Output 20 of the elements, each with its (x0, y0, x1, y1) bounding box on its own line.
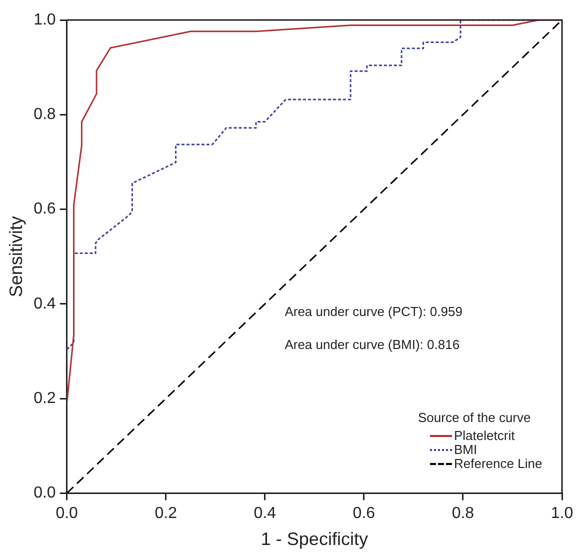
y-tick-label: 0.8 (34, 106, 56, 124)
x-axis-title: 1 - Specificity (260, 529, 368, 550)
y-tick-label: 1.0 (34, 11, 56, 28)
y-axis-title: Sensitivity (6, 216, 26, 298)
annotation: Area under curve (BMI): 0.816 (284, 337, 460, 352)
legend-label: Plateletcrit (454, 428, 515, 444)
x-tick-label: 0.2 (154, 505, 178, 522)
y-tick-label: 0.0 (34, 484, 56, 502)
x-tick-label: 0.6 (352, 505, 376, 522)
annotation: Area under curve (PCT): 0.959 (284, 304, 462, 319)
legend-label: Reference Line (454, 456, 542, 472)
legend-title: Source of the curve (418, 410, 532, 426)
x-tick-label: 0.8 (452, 505, 474, 522)
legend-label: BMI (454, 442, 478, 458)
x-tick-label: 0.4 (254, 505, 276, 522)
x-tick-label: 1.0 (550, 505, 574, 522)
y-tick-label: 0.4 (34, 295, 56, 312)
y-tick-label: 0.6 (34, 200, 56, 218)
y-tick-label: 0.2 (34, 390, 56, 407)
x-tick-label: 0.0 (56, 505, 78, 522)
